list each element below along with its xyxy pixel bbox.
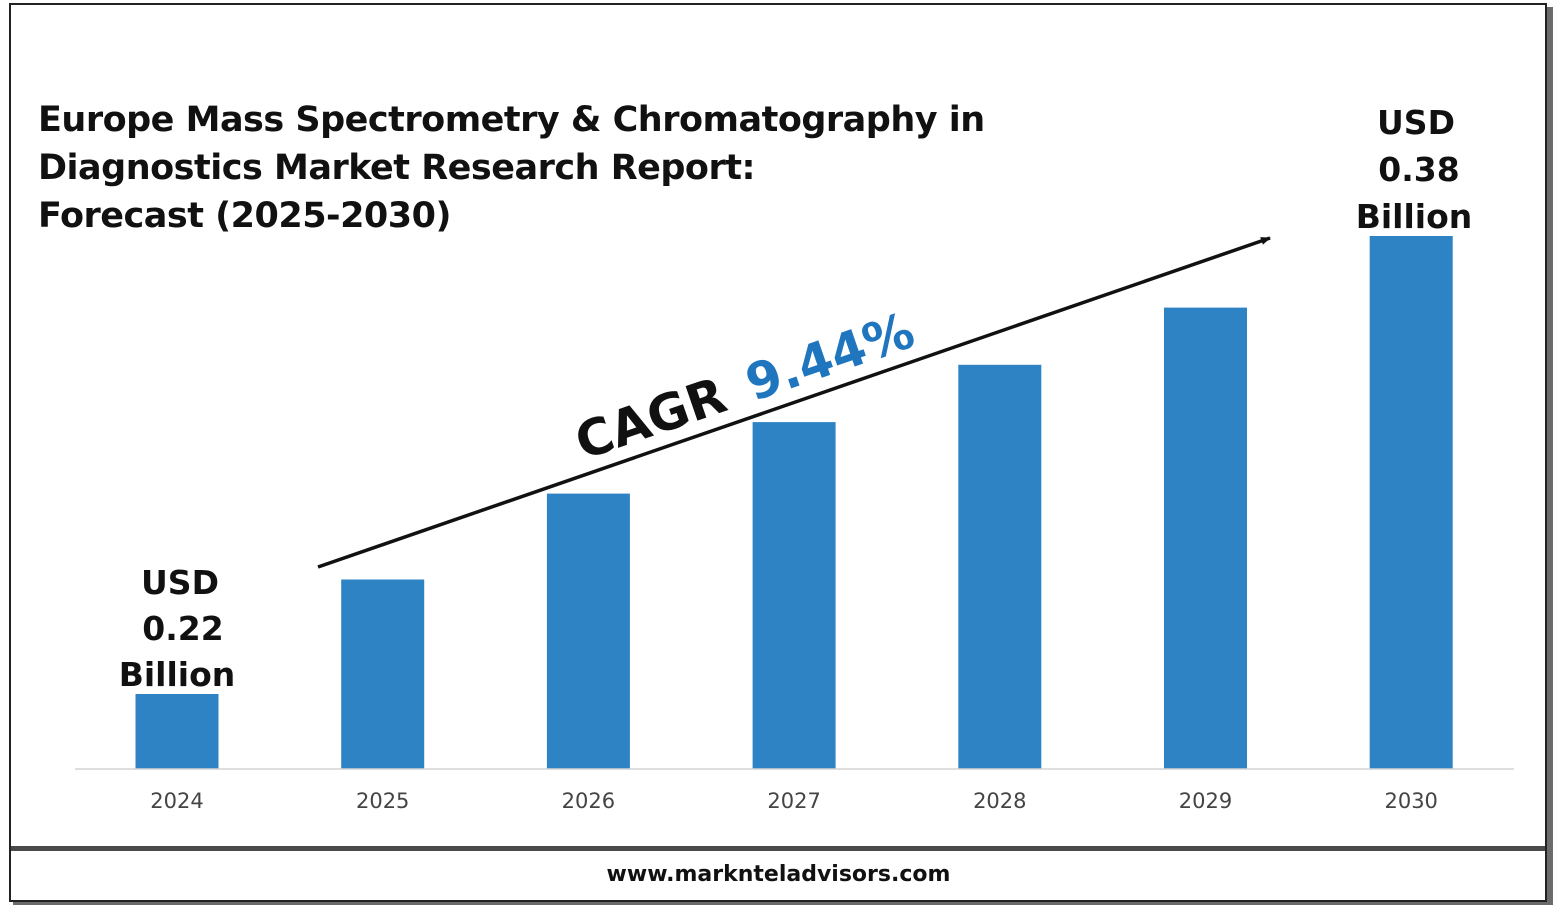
chart-title-line-1: Europe Mass Spectrometry & Chromatograph… <box>38 100 985 140</box>
footer-website: www.marknteladvisors.com <box>606 862 951 887</box>
x-tick-label-2026: 2026 <box>562 789 615 813</box>
bar-2029 <box>1164 307 1247 769</box>
x-tick-label-2027: 2027 <box>767 789 820 813</box>
cagr-value: 9.44% <box>739 301 922 412</box>
cagr-prefix: CAGR <box>568 366 733 471</box>
x-axis-ticks: 2024 2025 2026 2027 2028 2029 2030 <box>150 789 1438 813</box>
x-tick-label-2030: 2030 <box>1384 789 1437 813</box>
chart-title: Europe Mass Spectrometry & Chromatograph… <box>38 96 1018 240</box>
cagr-label: CAGR 9.44% <box>568 301 921 471</box>
end-value-line-1: USD <box>1377 103 1455 142</box>
end-value-line-3: Billion <box>1356 197 1473 236</box>
bar-2026 <box>546 493 630 769</box>
x-tick-label-2029: 2029 <box>1179 789 1232 813</box>
start-value-line-3: Billion <box>119 655 236 694</box>
footer-divider <box>11 846 1545 851</box>
bar-2030 <box>1369 236 1453 769</box>
start-value-line-2: 0.22 <box>142 609 223 648</box>
bar-2028 <box>958 364 1042 769</box>
trend-arrow <box>317 236 1271 569</box>
chart-title-line-3: Forecast (2025-2030) <box>38 196 452 236</box>
bar-series <box>135 236 1453 769</box>
x-tick-label-2028: 2028 <box>973 789 1026 813</box>
bar-2027 <box>752 422 836 769</box>
start-value-line-1: USD <box>141 563 219 602</box>
start-value-label: USD 0.22 Billion <box>119 563 236 694</box>
chart-title-line-2: Diagnostics Market Research Report: <box>38 148 755 188</box>
end-value-line-2: 0.38 <box>1378 150 1459 189</box>
end-value-label: USD 0.38 Billion <box>1356 103 1473 236</box>
bar-2024 <box>135 694 219 769</box>
bar-2025 <box>341 579 425 769</box>
x-tick-label-2024: 2024 <box>150 789 203 813</box>
x-tick-label-2025: 2025 <box>356 789 409 813</box>
